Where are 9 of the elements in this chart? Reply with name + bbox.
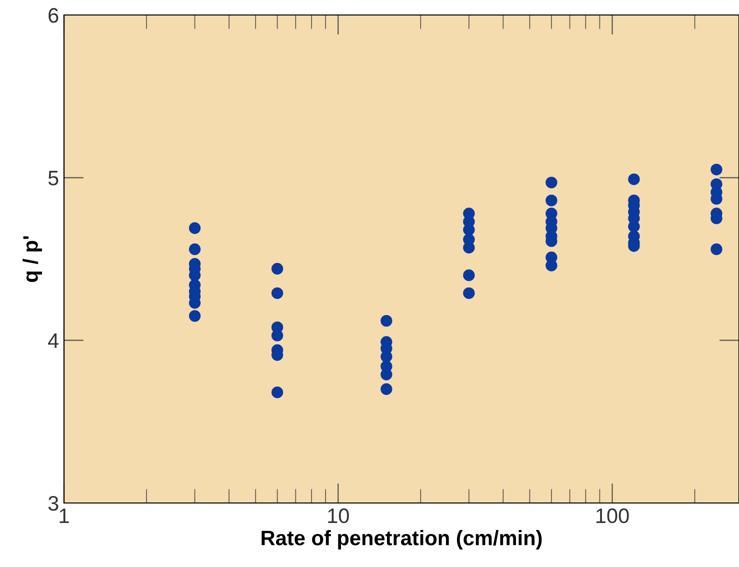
- y-tick-label: 6: [48, 8, 58, 23]
- y-axis-title: q / p': [22, 236, 42, 282]
- y-tick-label: 4: [48, 334, 59, 348]
- x-tick-label: 100: [596, 508, 629, 524]
- y-tick-label: 3: [48, 496, 58, 511]
- x-tick-label: 1: [60, 508, 69, 523]
- x-tick-label: 10: [328, 508, 349, 524]
- y-tick-label: 5: [48, 170, 58, 186]
- x-axis-title: Rate of penetration (cm/min): [262, 530, 542, 550]
